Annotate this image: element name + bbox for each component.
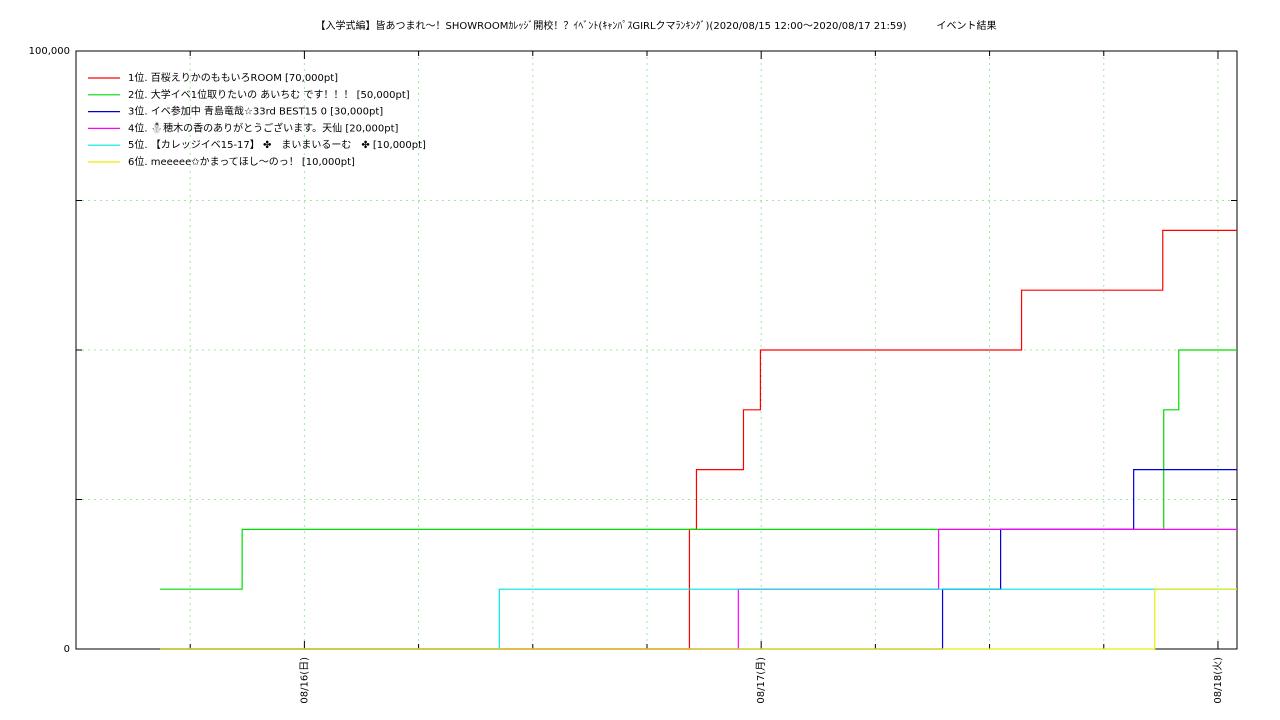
y-tick-label: 100,000 (29, 46, 70, 57)
legend-label: 1位. 百桜えりかのももいろROOM [70,000pt] (128, 71, 338, 84)
y-tick-label: 0 (64, 644, 70, 655)
chart-title: 【入学式編】皆あつまれ〜！SHOWROOMｶﾚｯｼﾞ開校！？ｲﾍﾞﾝﾄ(ｷｬﾝﾊ… (315, 19, 996, 32)
series-line (160, 588, 1237, 650)
x-tick-label: 08/18(火) (1212, 657, 1224, 704)
legend-label: 3位. イベ参加中 青島竜哉☆33rd BEST15 0 [30,000pt] (128, 105, 383, 118)
legend-label: 4位. ⛄穂木の香のありがとうございます。天仙 [20,000pt] (128, 121, 399, 134)
series-line (160, 588, 1237, 650)
series-line (160, 469, 1237, 650)
x-tick-label: 08/16(日) (299, 657, 310, 704)
x-tick-label: 08/17(月) (755, 657, 767, 704)
legend-label: 6位. meeeee✩かまってほし〜のっ！ [10,000pt] (128, 155, 355, 168)
legend-label: 2位. 大学イベ1位取りたいの あいちむ です！！！ [50,000pt] (128, 88, 410, 101)
series-line (160, 229, 1237, 650)
legend-label: 5位. 【カレッジイベ15-17】 ✤ まいまいるーむ ✤ [10,000pt] (128, 138, 426, 151)
